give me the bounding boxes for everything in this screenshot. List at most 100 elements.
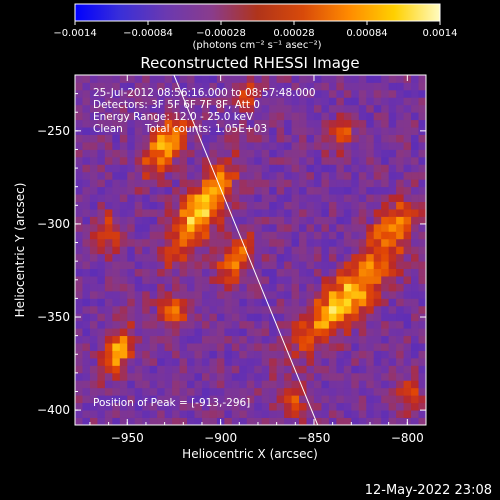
heatmap-cell (172, 372, 180, 381)
heatmap-cell (157, 298, 166, 307)
heatmap-cell (194, 127, 203, 135)
heatmap-cell (358, 320, 367, 329)
heatmap-cell (254, 112, 263, 121)
heatmap-cell (388, 328, 397, 337)
heatmap-cell (276, 365, 285, 374)
heatmap-cell (194, 372, 203, 381)
heatmap-cell (187, 357, 195, 366)
heatmap-cell (358, 395, 367, 404)
heatmap-cell (254, 283, 263, 292)
heatmap-cell (201, 179, 210, 188)
heatmap-cell (216, 335, 225, 344)
heatmap-cell (224, 268, 233, 277)
heatmap-cell (328, 112, 337, 121)
heatmap-cell (231, 410, 240, 418)
heatmap-cell (291, 380, 300, 389)
heatmap-cell (134, 268, 143, 277)
heatmap-cell (321, 231, 330, 240)
heatmap-cell (373, 357, 382, 366)
heatmap-cell (336, 209, 345, 217)
heatmap-cell (82, 119, 91, 128)
heatmap-cell (381, 238, 390, 247)
heatmap-cell (127, 142, 136, 150)
heatmap-cell (89, 134, 98, 143)
heatmap-cell (119, 283, 128, 292)
heatmap-cell (254, 387, 263, 396)
heatmap-cell (82, 201, 91, 210)
heatmap-cell (224, 119, 233, 128)
heatmap-cell (127, 194, 136, 202)
heatmap-cell (284, 164, 292, 173)
heatmap-cell (373, 82, 382, 91)
heatmap-cell (276, 357, 285, 366)
heatmap-cell (179, 201, 188, 210)
heatmap-cell (239, 343, 248, 351)
heatmap-cell (75, 89, 83, 98)
heatmap-cell (381, 97, 390, 106)
heatmap-cell (336, 395, 345, 404)
heatmap-cell (216, 261, 225, 270)
heatmap-cell (358, 149, 367, 158)
heatmap-cell (112, 209, 121, 217)
heatmap-cell (388, 238, 397, 247)
heatmap-cell (119, 372, 128, 381)
heatmap-cell (418, 223, 426, 232)
heatmap-cell (209, 104, 218, 113)
heatmap-cell (403, 82, 412, 91)
heatmap-cell (127, 164, 136, 173)
heatmap-cell (328, 335, 337, 344)
heatmap-cell (172, 112, 180, 121)
heatmap-cell (127, 402, 136, 411)
heatmap-cell (366, 82, 375, 91)
heatmap-cell (373, 134, 382, 143)
heatmap-cell (403, 186, 412, 195)
heatmap-cell (201, 402, 210, 411)
heatmap-cell (104, 387, 113, 396)
heatmap-cell (179, 365, 188, 374)
heatmap-cell (276, 253, 285, 262)
heatmap-cell (373, 402, 382, 411)
heatmap-cell (411, 209, 419, 217)
heatmap-cell (142, 380, 151, 389)
heatmap-cell (179, 134, 188, 143)
heatmap-cell (134, 335, 143, 344)
heatmap-cell (418, 149, 426, 158)
heatmap-cell (194, 387, 203, 396)
heatmap-cell (336, 97, 345, 106)
heatmap-cell (89, 395, 98, 404)
heatmap-cell (276, 89, 285, 98)
heatmap-cell (313, 261, 322, 270)
heatmap-cell (134, 298, 143, 307)
heatmap-cell (291, 276, 300, 284)
heatmap-cell (89, 194, 98, 202)
heatmap-cell (149, 253, 158, 262)
heatmap-cell (127, 298, 136, 307)
heatmap-cell (313, 268, 322, 277)
heatmap-cell (201, 216, 210, 225)
heatmap-cell (224, 201, 233, 210)
heatmap-cell (403, 223, 412, 232)
footer-timestamp: 12-May-2022 23:08 (365, 483, 492, 498)
heatmap-cell (127, 186, 136, 195)
heatmap-cell (119, 238, 128, 247)
heatmap-cell (127, 119, 136, 128)
heatmap-cell (313, 417, 322, 425)
heatmap-cell (358, 223, 367, 232)
heatmap-cell (396, 350, 404, 359)
heatmap-cell (201, 186, 210, 195)
heatmap-cell (224, 276, 233, 284)
heatmap-cell (269, 134, 278, 143)
heatmap-cell (75, 238, 83, 247)
heatmap-cell (411, 380, 419, 389)
heatmap-cell (231, 194, 240, 202)
heatmap-cell (321, 119, 330, 128)
heatmap-cell (269, 402, 278, 411)
heatmap-cell (366, 402, 375, 411)
heatmap-cell (411, 164, 419, 173)
heatmap-cell (112, 283, 121, 292)
heatmap-cell (216, 82, 225, 91)
heatmap-cell (157, 201, 166, 210)
heatmap-cell (299, 231, 307, 240)
heatmap-cell (358, 194, 367, 202)
